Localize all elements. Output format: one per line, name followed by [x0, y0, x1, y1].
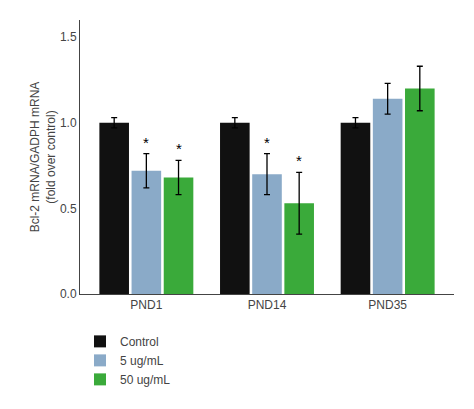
- svg-text:50 ug/mL: 50 ug/mL: [120, 373, 170, 387]
- svg-text:PND1: PND1: [130, 298, 162, 312]
- svg-text:PND35: PND35: [368, 298, 407, 312]
- svg-text:0.5: 0.5: [60, 202, 77, 216]
- svg-text:*: *: [296, 152, 302, 169]
- svg-text:1.0: 1.0: [60, 116, 77, 130]
- svg-text:0.0: 0.0: [60, 287, 77, 301]
- svg-text:*: *: [176, 140, 182, 157]
- svg-text:1.5: 1.5: [60, 30, 77, 44]
- svg-text:Control: Control: [120, 335, 159, 349]
- svg-text:Bcl-2 mRNA/GADPH mRNA(fold ove: Bcl-2 mRNA/GADPH mRNA(fold over control): [28, 82, 58, 233]
- svg-text:*: *: [143, 134, 149, 151]
- svg-text:PND14: PND14: [248, 298, 287, 312]
- svg-text:5 ug/mL: 5 ug/mL: [120, 354, 164, 368]
- svg-text:*: *: [264, 134, 270, 151]
